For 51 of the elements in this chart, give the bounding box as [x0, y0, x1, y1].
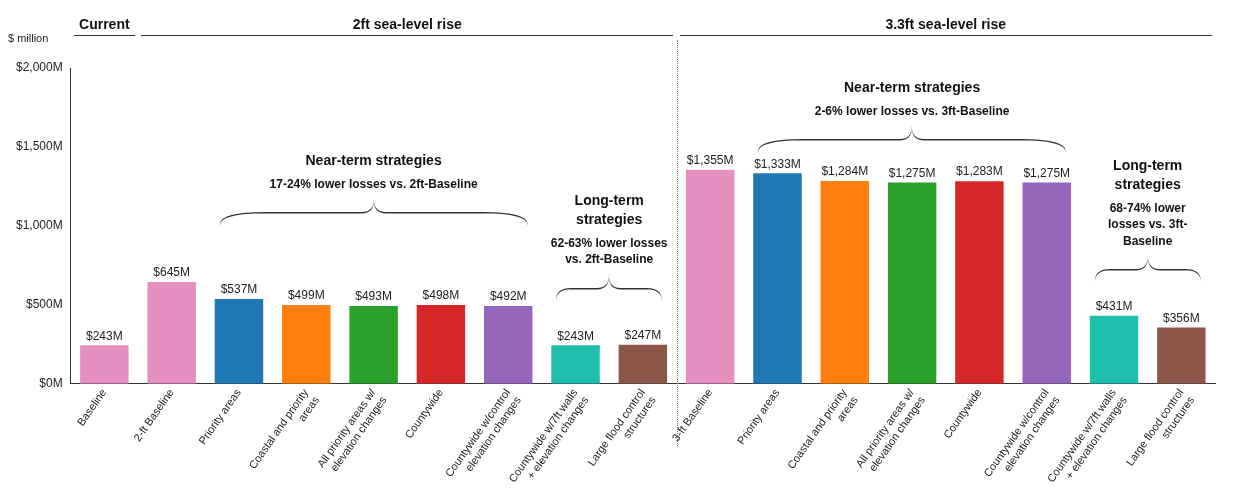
data-label: $498M — [422, 288, 460, 303]
annotation: 2-6% lower losses vs. 3ft-Baseline — [813, 103, 1011, 120]
bar — [887, 182, 937, 384]
y-tick-label: $2,000M — [16, 60, 63, 75]
y-tick-label: $1,000M — [16, 218, 63, 233]
data-label: $493M — [355, 289, 392, 304]
data-label: $243M — [86, 328, 123, 343]
bar — [955, 181, 1004, 384]
text: 2ft sea-level rise — [351, 16, 463, 32]
y-tick-label: $500M — [26, 297, 63, 312]
data-label: $243M — [557, 328, 594, 343]
text: 3.3ft sea-level rise — [884, 16, 1008, 32]
data-label: $537M — [220, 282, 258, 297]
data-label: $1,355M — [686, 153, 734, 168]
data-label: $1,275M — [888, 165, 936, 180]
y-tick-label: $1,500M — [16, 139, 63, 154]
data-label: $645M — [153, 265, 191, 280]
bar — [282, 304, 331, 384]
annotation: 68-74% lower losses vs. 3ft-Baseline — [1107, 200, 1189, 249]
annotation: 17-24% lower losses vs. 2ft-Baseline — [268, 175, 479, 192]
bar — [753, 173, 802, 384]
text: Current — [78, 16, 131, 32]
y-tick-label: $0M — [39, 376, 63, 391]
data-label: $499M — [287, 288, 325, 303]
bar — [147, 281, 196, 384]
data-label: $1,333M — [754, 156, 801, 171]
y-axis-title: $ million — [8, 32, 49, 44]
data-label: $1,275M — [1023, 165, 1071, 180]
bar — [416, 305, 466, 384]
bar — [1157, 327, 1206, 384]
bar — [1089, 315, 1139, 384]
annotation: Long-term strategies — [573, 191, 645, 230]
annotation: Near-term strategies — [843, 78, 982, 98]
annotation: Long-term strategies — [1112, 156, 1184, 195]
bar — [214, 298, 264, 384]
bar — [820, 181, 870, 384]
bar — [1022, 182, 1071, 384]
bar — [80, 345, 129, 384]
data-label: $1,284M — [821, 164, 869, 179]
bar — [483, 306, 533, 384]
annotation: 62-63% lower losses vs. 2ft-Baseline — [549, 235, 669, 268]
data-label: $431M — [1095, 298, 1133, 313]
annotation: Near-term strategies — [304, 150, 443, 170]
bar — [618, 344, 668, 384]
bar — [349, 305, 398, 384]
data-label: $492M — [489, 289, 527, 304]
bar — [551, 345, 600, 384]
bar — [685, 169, 735, 384]
data-label: $247M — [624, 328, 662, 343]
data-label: $1,283M — [956, 164, 1003, 179]
data-label: $356M — [1162, 310, 1200, 325]
